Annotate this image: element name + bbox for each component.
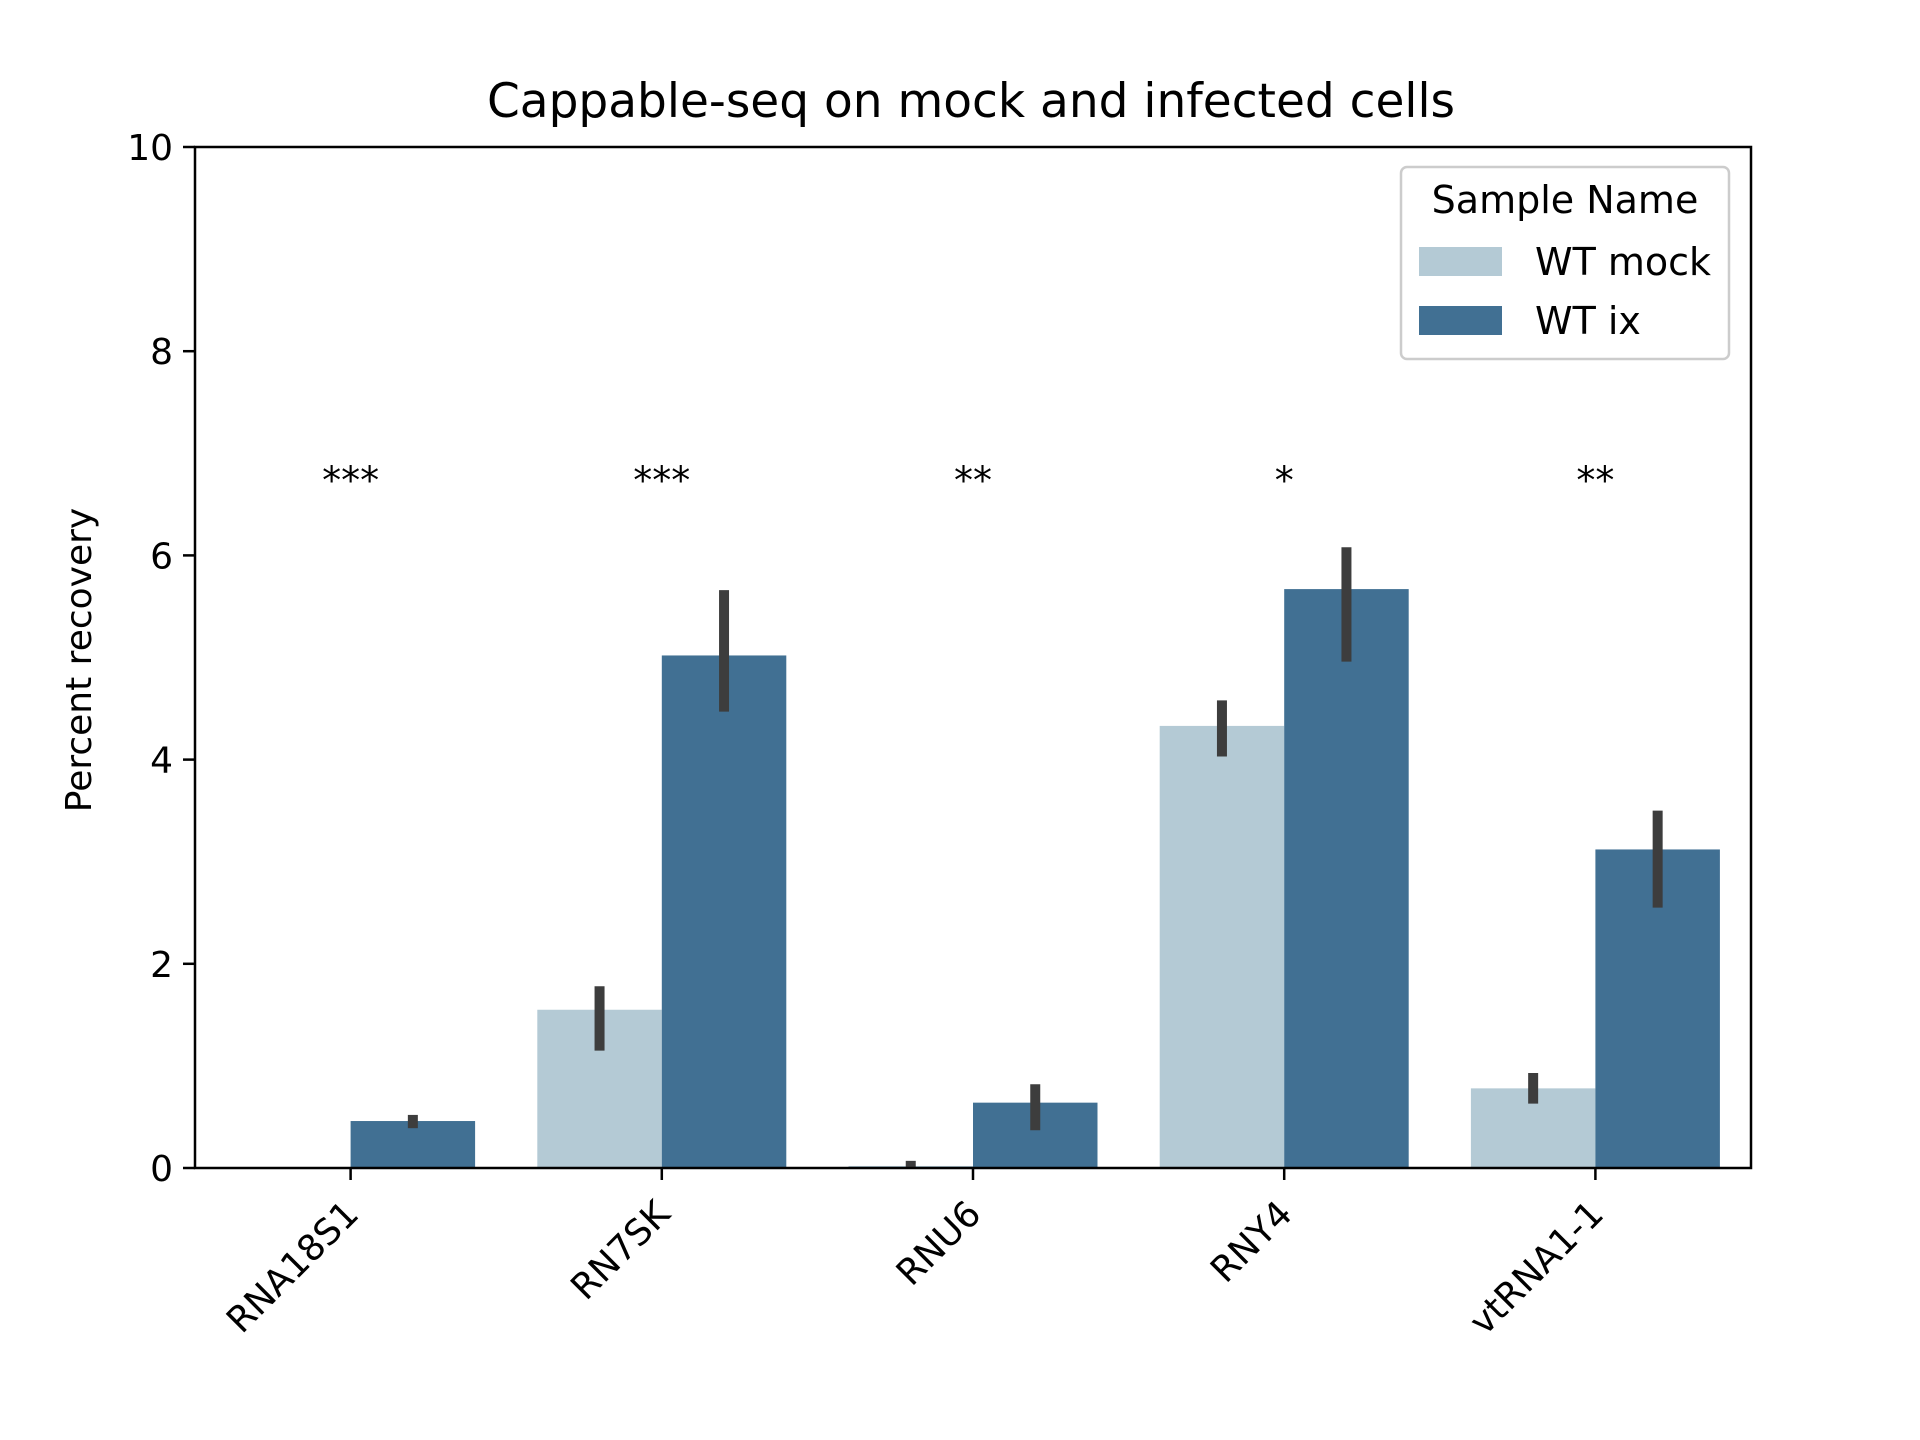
significance-label-rny4: * <box>1275 459 1294 503</box>
bar-wt-ix-rn7sk <box>661 655 787 1168</box>
bar-wt-mock-rny4 <box>1159 725 1285 1168</box>
y-tick-label: 0 <box>150 1149 173 1190</box>
significance-label-rnu6: ** <box>954 459 992 503</box>
significance-label-rna18s1: *** <box>322 459 379 503</box>
bar-wt-ix-rny4 <box>1284 589 1409 1168</box>
y-axis-label: Percent recovery <box>59 508 100 812</box>
legend-swatch-wt-ix <box>1419 306 1502 335</box>
legend-label-wt-mock: WT mock <box>1535 240 1711 284</box>
plot-area: *** *** ** * ** <box>322 459 1720 1168</box>
y-tick-label: 4 <box>150 741 173 782</box>
significance-label-vtrna1-1: ** <box>1576 459 1614 503</box>
legend-swatch-wt-mock <box>1419 247 1502 276</box>
x-tick-label-rn7sk: RN7SK <box>563 1192 679 1308</box>
legend-label-wt-ix: WT ix <box>1535 299 1641 343</box>
x-tick-label-rny4: RNY4 <box>1203 1193 1300 1290</box>
x-tick-label-vtrna1-1: vtRNA1-1 <box>1462 1193 1612 1343</box>
y-tick-label: 8 <box>150 332 173 373</box>
y-tick-label: 2 <box>150 945 173 986</box>
x-tick-label-rnu6: RNU6 <box>889 1193 990 1294</box>
significance-label-rn7sk: *** <box>633 459 690 503</box>
chart-title: Cappable-seq on mock and infected cells <box>487 74 1455 129</box>
legend: Sample Name WT mock WT ix <box>1399 165 1731 361</box>
bar-wt-ix-rna18s1 <box>350 1121 476 1168</box>
y-tick-label: 10 <box>127 128 173 169</box>
legend-title: Sample Name <box>1432 178 1699 222</box>
y-tick-label: 6 <box>150 536 173 577</box>
x-tick-label-rna18s1: RNA18S1 <box>219 1193 367 1341</box>
